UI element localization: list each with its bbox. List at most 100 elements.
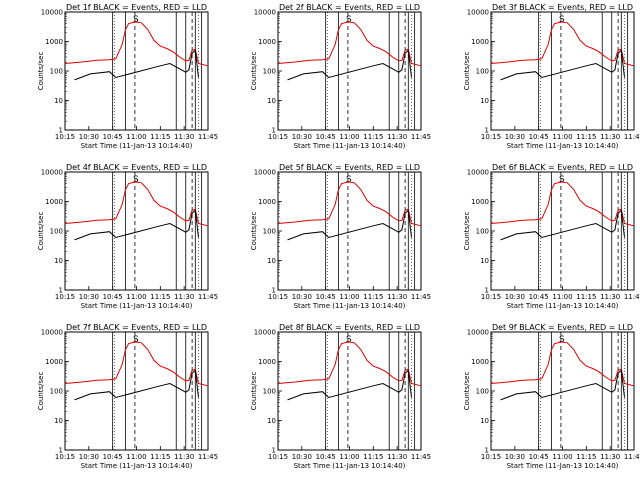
x-tick-label: 10:30 — [292, 453, 312, 461]
y-tick-label: 10000 — [467, 169, 489, 177]
y-axis-label: Counts/sec — [37, 52, 45, 91]
x-tick-label: 11:00 — [552, 133, 572, 141]
y-tick-label: 10 — [267, 97, 276, 105]
x-tick-label: 11:00 — [339, 293, 359, 301]
segment-label: S — [133, 15, 139, 25]
x-tick-label: 11:45 — [411, 133, 431, 141]
segment-label: S — [346, 175, 352, 185]
segment-label: S — [133, 175, 139, 185]
y-axis-label: Counts/sec — [463, 52, 471, 91]
y-tick-label: 10000 — [254, 169, 276, 177]
panel-2: Det 2f BLACK = Events, RED = LLD 1 10 100 10… — [250, 3, 431, 150]
y-tick-label: 1 — [59, 447, 63, 455]
x-tick-label: 10:15 — [55, 133, 75, 141]
x-tick-label: 11:15 — [363, 133, 383, 141]
x-tick-label: 10:15 — [268, 453, 288, 461]
x-tick-label: 11:00 — [552, 453, 572, 461]
panel-6: Det 6f BLACK = Events, RED = LLD 1 10 100 10… — [463, 163, 640, 310]
x-axis-label: Start Time (11-Jan-13 10:14:40) — [81, 302, 193, 310]
x-tick-label: 10:30 — [79, 453, 99, 461]
events-series-line — [287, 209, 412, 241]
x-axis-label: Start Time (11-Jan-13 10:14:40) — [294, 142, 406, 150]
y-tick-label: 10000 — [467, 9, 489, 17]
y-tick-label: 1000 — [258, 38, 276, 46]
x-tick-label: 10:30 — [505, 293, 525, 301]
y-tick-label: 10000 — [467, 329, 489, 337]
x-tick-label: 10:30 — [505, 133, 525, 141]
x-tick-label: 11:30 — [387, 133, 407, 141]
x-tick-label: 10:15 — [55, 453, 75, 461]
x-tick-label: 11:45 — [624, 293, 640, 301]
lld-series-line — [490, 181, 635, 227]
events-series-line — [500, 209, 625, 241]
segment-label: S — [559, 175, 565, 185]
plot-frame — [64, 171, 209, 291]
panel-3: Det 3f BLACK = Events, RED = LLD 1 10 100 10… — [463, 3, 640, 150]
x-tick-label: 11:45 — [624, 453, 640, 461]
segment-label: S — [133, 335, 139, 345]
events-series-line — [74, 49, 199, 81]
y-tick-label: 1 — [485, 127, 489, 135]
lld-series-line — [277, 341, 422, 387]
panel-title: Det 8f BLACK = Events, RED = LLD — [279, 323, 420, 332]
y-tick-label: 1 — [59, 127, 63, 135]
x-tick-label: 11:00 — [126, 133, 146, 141]
panel-title: Det 4f BLACK = Events, RED = LLD — [66, 163, 207, 172]
y-axis-label: Counts/sec — [250, 212, 258, 251]
x-tick-label: 11:15 — [150, 293, 170, 301]
y-tick-label: 100 — [263, 388, 276, 396]
panel-title: Det 3f BLACK = Events, RED = LLD — [492, 3, 633, 12]
x-axis-label: Start Time (11-Jan-13 10:14:40) — [507, 302, 619, 310]
plot-frame — [277, 11, 422, 131]
y-tick-label: 100 — [476, 68, 489, 76]
lld-series-line — [490, 341, 635, 387]
plot-frame — [64, 11, 209, 131]
y-tick-label: 1 — [272, 287, 276, 295]
x-tick-label: 10:45 — [529, 293, 549, 301]
panel-1: Det 1f BLACK = Events, RED = LLD 1 10 100 10… — [37, 3, 218, 150]
y-tick-label: 10 — [267, 257, 276, 265]
x-tick-label: 10:30 — [505, 453, 525, 461]
panel-7: Det 7f BLACK = Events, RED = LLD 1 10 100 10… — [37, 323, 218, 470]
y-tick-label: 1 — [485, 287, 489, 295]
x-tick-label: 11:30 — [600, 453, 620, 461]
events-series-line — [500, 49, 625, 81]
y-tick-label: 10 — [54, 417, 63, 425]
x-tick-label: 11:00 — [339, 453, 359, 461]
lld-series-line — [64, 341, 209, 387]
x-tick-label: 10:45 — [103, 133, 123, 141]
x-tick-label: 10:15 — [268, 293, 288, 301]
x-tick-label: 10:45 — [103, 453, 123, 461]
panel-9: Det 9f BLACK = Events, RED = LLD 1 10 100 10… — [463, 323, 640, 470]
y-tick-label: 1000 — [45, 198, 63, 206]
x-tick-label: 11:30 — [387, 293, 407, 301]
y-tick-label: 10000 — [254, 9, 276, 17]
x-tick-label: 10:30 — [292, 133, 312, 141]
x-tick-label: 11:45 — [411, 293, 431, 301]
y-tick-label: 1000 — [471, 358, 489, 366]
y-tick-label: 100 — [50, 68, 63, 76]
y-tick-label: 100 — [50, 388, 63, 396]
lld-series-line — [64, 21, 209, 67]
panel-title: Det 9f BLACK = Events, RED = LLD — [492, 323, 633, 332]
x-tick-label: 10:30 — [79, 133, 99, 141]
y-tick-label: 1 — [59, 287, 63, 295]
x-tick-label: 11:30 — [387, 453, 407, 461]
x-tick-label: 11:00 — [339, 133, 359, 141]
y-axis-label: Counts/sec — [463, 212, 471, 251]
x-tick-label: 11:45 — [198, 133, 218, 141]
y-tick-label: 1000 — [471, 198, 489, 206]
y-tick-label: 1000 — [258, 358, 276, 366]
lld-series-line — [277, 181, 422, 227]
x-tick-label: 11:15 — [576, 293, 596, 301]
y-tick-label: 10 — [267, 417, 276, 425]
y-tick-label: 1000 — [45, 358, 63, 366]
x-axis-label: Start Time (11-Jan-13 10:14:40) — [81, 142, 193, 150]
panel-title: Det 6f BLACK = Events, RED = LLD — [492, 163, 633, 172]
x-tick-label: 11:15 — [363, 453, 383, 461]
y-tick-label: 1000 — [258, 198, 276, 206]
panel-4: Det 4f BLACK = Events, RED = LLD 1 10 100 10… — [37, 163, 218, 310]
y-axis-label: Counts/sec — [37, 372, 45, 411]
x-axis-label: Start Time (11-Jan-13 10:14:40) — [294, 302, 406, 310]
